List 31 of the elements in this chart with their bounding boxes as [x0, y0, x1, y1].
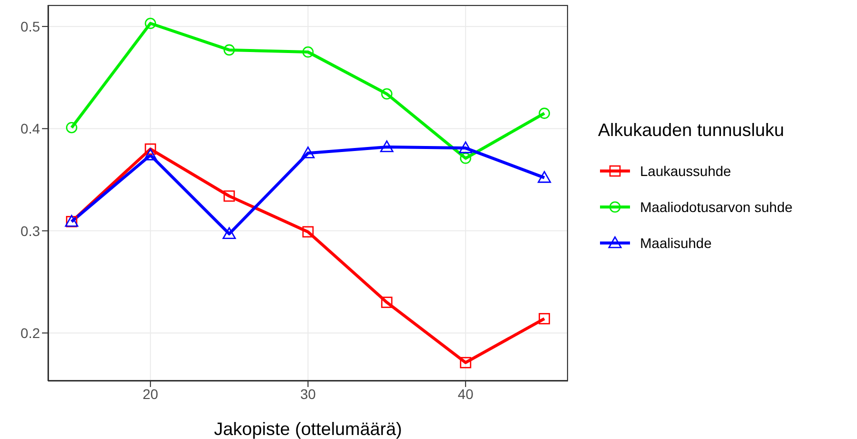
point [380, 140, 394, 152]
x-tick-label: 40 [458, 386, 474, 402]
point [224, 190, 235, 202]
y-tick-label: 0.4 [20, 120, 40, 137]
legend-label: Laukaussuhde [640, 163, 732, 179]
point [144, 148, 158, 160]
point [222, 227, 236, 240]
point [460, 152, 472, 164]
point [224, 44, 235, 56]
point [460, 356, 472, 368]
legend-title: Alkukauden tunnusluku [598, 120, 786, 141]
point [66, 122, 78, 134]
x-axis-title: Jakopiste (ottelumäärä) [214, 419, 402, 439]
legend-label: Maalisuhde [640, 235, 712, 251]
legend-label: Maaliodotusarvon suhde [640, 199, 793, 215]
y-tick-label: 0.3 [20, 222, 40, 239]
point [458, 141, 472, 154]
point [381, 88, 392, 100]
y-tick-label: 0.2 [20, 324, 40, 341]
y-tick-label: 0.5 [20, 18, 40, 34]
point [538, 171, 552, 183]
point [302, 46, 314, 58]
point [144, 18, 156, 30]
x-tick-label: 30 [300, 386, 316, 402]
point [144, 143, 156, 155]
point [538, 108, 550, 119]
point [538, 313, 550, 324]
point [381, 296, 392, 308]
x-tick-label: 20 [142, 386, 158, 402]
point [301, 146, 315, 158]
point [302, 226, 314, 238]
